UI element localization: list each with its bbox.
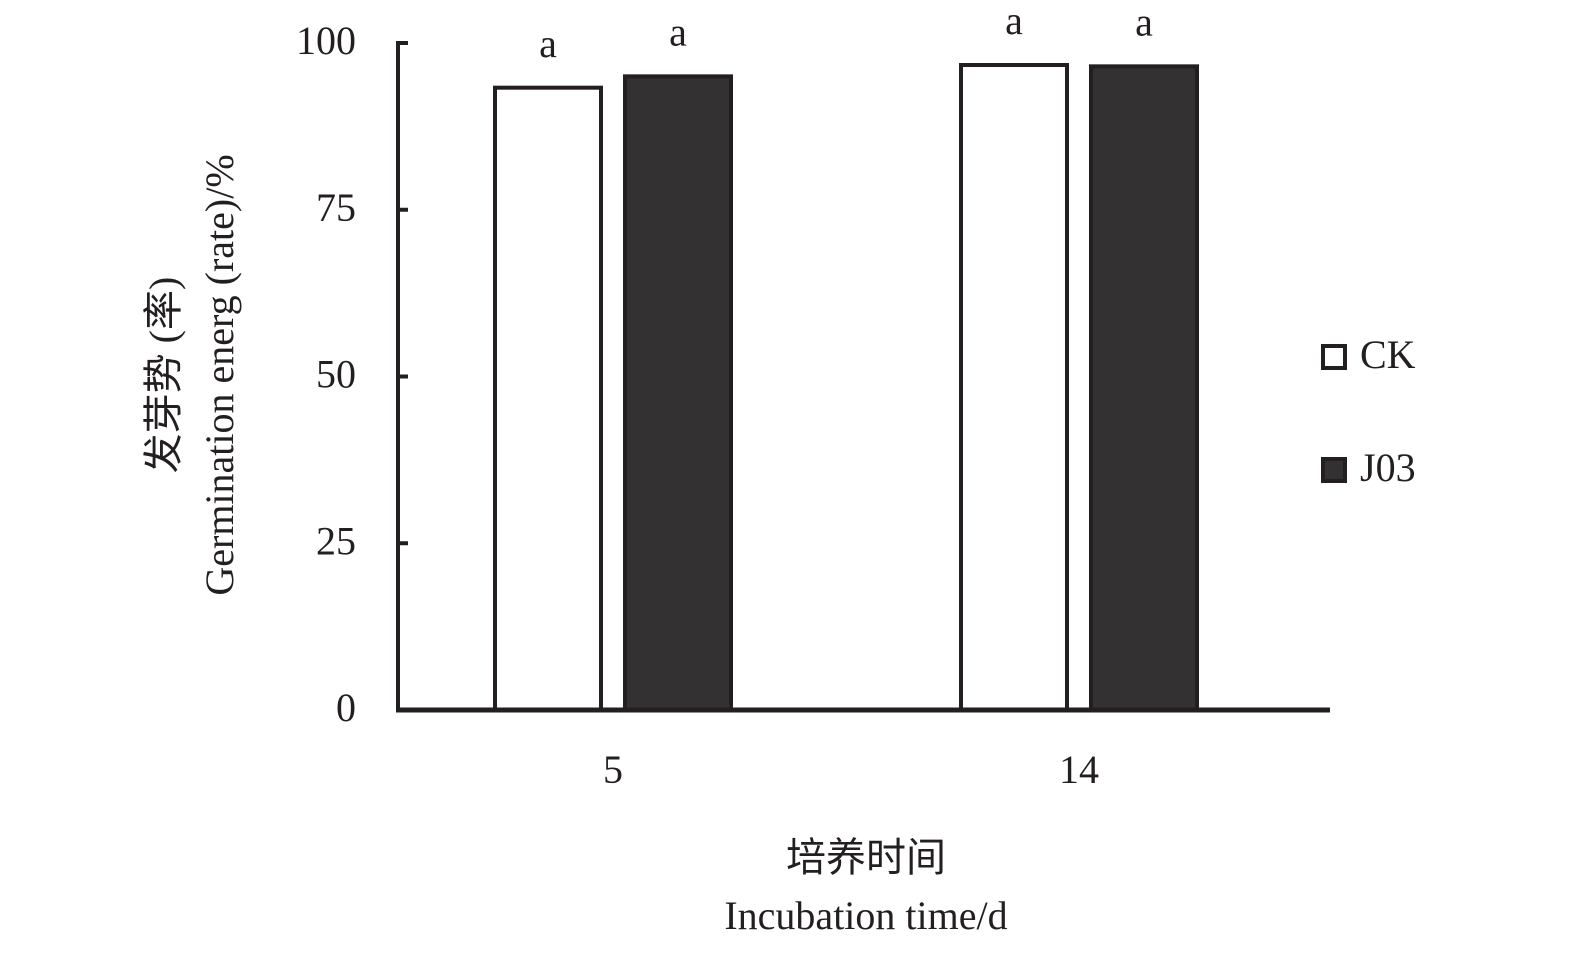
bar-annotation: a (669, 10, 687, 55)
x-axis-label: 培养时间 (786, 835, 946, 880)
y-tick-label: 50 (316, 352, 356, 397)
y-tick-label: 75 (316, 185, 356, 230)
x-axis-label: Incubation time/d (724, 893, 1007, 938)
bar-annotation: a (1005, 0, 1023, 43)
bar (1089, 64, 1199, 713)
legend-swatch (1321, 344, 1347, 370)
legend-label: J03 (1360, 445, 1416, 490)
bar-annotation: a (1135, 0, 1153, 45)
y-axis-label: Germination energ (rate)/% (197, 154, 242, 595)
y-tick-label: 100 (296, 18, 356, 63)
y-tick-label: 25 (316, 518, 356, 563)
y-tick-label: 0 (336, 685, 356, 730)
legend-label: CK (1360, 332, 1416, 377)
y-axis-label: 发芽势 (率) (141, 277, 186, 474)
legend-swatch (1321, 457, 1347, 483)
bar (623, 74, 733, 713)
x-tick-label: 14 (1059, 747, 1099, 792)
bar (959, 63, 1069, 713)
x-tick-label: 5 (603, 747, 623, 792)
bar (493, 85, 603, 712)
bar-annotation: a (539, 21, 557, 66)
